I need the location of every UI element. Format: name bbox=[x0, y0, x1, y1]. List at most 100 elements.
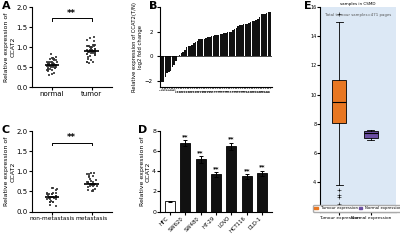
Bar bbox=[164, 56, 166, 77]
Point bbox=[87, 182, 94, 185]
Bar bbox=[170, 56, 172, 71]
Point bbox=[46, 63, 52, 67]
Point bbox=[45, 68, 51, 72]
Point bbox=[92, 47, 98, 51]
Bar bbox=[216, 35, 218, 56]
Point bbox=[92, 52, 98, 56]
Point bbox=[91, 48, 98, 52]
Point bbox=[46, 196, 52, 200]
Point bbox=[49, 186, 55, 190]
Point bbox=[44, 67, 51, 70]
Point bbox=[49, 65, 56, 69]
Bar bbox=[166, 56, 168, 73]
Point bbox=[90, 50, 96, 53]
Point bbox=[50, 62, 56, 66]
Point bbox=[90, 43, 96, 47]
Title: CCAT2 with 471 cases and 10 normal samples in CSMD: CCAT2 with 471 cases and 10 normal sampl… bbox=[320, 0, 396, 6]
Bar bbox=[174, 56, 175, 65]
Text: **: ** bbox=[67, 9, 76, 18]
Bar bbox=[228, 31, 230, 56]
Bar bbox=[225, 33, 226, 56]
Point bbox=[50, 196, 56, 199]
Point bbox=[90, 50, 96, 54]
Point bbox=[91, 53, 98, 57]
Text: E: E bbox=[304, 1, 312, 11]
Bar bbox=[198, 39, 200, 56]
Point bbox=[90, 189, 96, 193]
Bar bbox=[212, 36, 214, 56]
Point bbox=[53, 188, 60, 192]
Point bbox=[47, 64, 54, 68]
Bar bbox=[200, 39, 202, 56]
Point bbox=[88, 50, 95, 54]
Point bbox=[49, 63, 56, 67]
Bar bbox=[230, 31, 232, 56]
Point bbox=[44, 197, 50, 201]
Point bbox=[45, 63, 52, 67]
Point bbox=[88, 182, 94, 186]
Point bbox=[44, 68, 50, 72]
Bar bbox=[193, 43, 194, 56]
Bar bbox=[168, 56, 170, 72]
Bar bbox=[239, 25, 241, 56]
Point bbox=[90, 184, 96, 188]
Bar bbox=[244, 24, 246, 56]
Point bbox=[48, 52, 54, 56]
Text: **: ** bbox=[244, 168, 250, 173]
Legend: Tumour expression, Normal expression: Tumour expression, Normal expression bbox=[313, 205, 400, 212]
Point bbox=[53, 55, 60, 59]
Point bbox=[87, 54, 93, 58]
Point bbox=[84, 52, 90, 56]
Point bbox=[88, 171, 94, 175]
Point bbox=[84, 44, 90, 47]
Point bbox=[49, 193, 56, 196]
Bar bbox=[206, 38, 207, 56]
Point bbox=[53, 63, 59, 67]
Point bbox=[50, 191, 56, 195]
Point bbox=[51, 196, 58, 200]
Point bbox=[85, 51, 92, 54]
Point bbox=[44, 67, 51, 71]
Text: **: ** bbox=[259, 164, 266, 169]
Bar bbox=[220, 34, 221, 56]
Point bbox=[91, 171, 98, 175]
Point bbox=[91, 49, 97, 53]
Bar bbox=[207, 37, 209, 56]
Point bbox=[88, 58, 94, 62]
Point bbox=[49, 200, 56, 204]
Bar bbox=[270, 12, 271, 56]
Point bbox=[50, 200, 56, 204]
Point bbox=[46, 192, 52, 196]
Point bbox=[92, 187, 98, 191]
Bar bbox=[236, 28, 237, 56]
Bar bbox=[184, 50, 186, 56]
Point bbox=[91, 45, 97, 48]
Point bbox=[89, 189, 95, 193]
Bar bbox=[223, 33, 225, 56]
Point bbox=[47, 67, 53, 70]
Point bbox=[45, 61, 52, 65]
Point bbox=[92, 52, 98, 56]
Point bbox=[86, 175, 92, 178]
Point bbox=[92, 47, 98, 51]
Bar bbox=[246, 24, 248, 56]
Point bbox=[92, 182, 98, 186]
Y-axis label: Relative expression of
CCAT2: Relative expression of CCAT2 bbox=[4, 137, 15, 206]
Point bbox=[84, 186, 91, 189]
Point bbox=[50, 61, 56, 65]
Point bbox=[88, 46, 94, 50]
Point bbox=[52, 66, 58, 69]
Point bbox=[85, 188, 91, 192]
Point bbox=[51, 58, 58, 62]
Point bbox=[54, 187, 60, 191]
Point bbox=[84, 38, 91, 42]
Point bbox=[87, 177, 94, 181]
Point bbox=[84, 181, 91, 184]
Point bbox=[44, 65, 50, 68]
Bar bbox=[257, 19, 258, 56]
Bar bbox=[232, 30, 234, 56]
Point bbox=[87, 50, 94, 53]
Point bbox=[50, 187, 56, 190]
Point bbox=[84, 180, 91, 184]
Point bbox=[44, 60, 50, 64]
